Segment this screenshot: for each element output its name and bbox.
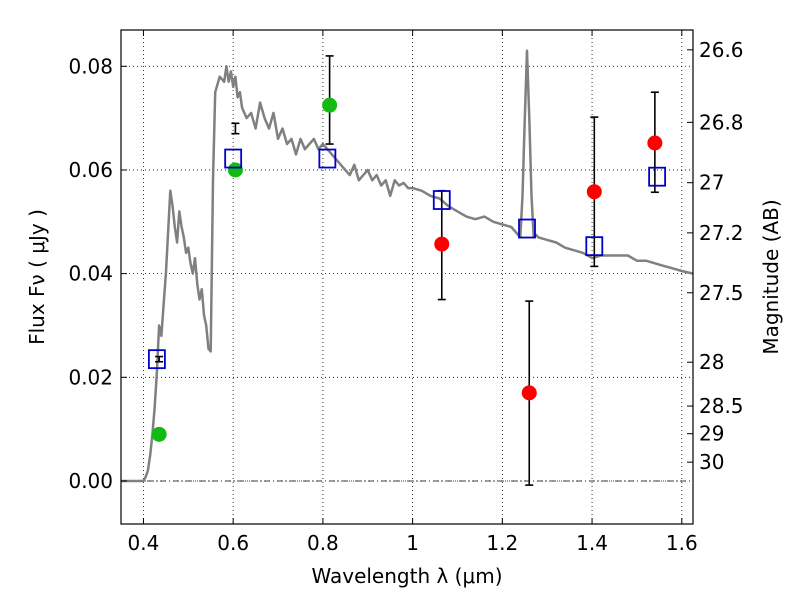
- x-tick-label: 1: [406, 531, 419, 555]
- x-axis-title: Wavelength λ (μm): [311, 564, 502, 588]
- plot-frame: [120, 29, 694, 525]
- y2-tick-label: 26.8: [699, 110, 744, 134]
- model-flux-square: [432, 190, 451, 210]
- y-tick-label: 0.08: [68, 54, 113, 78]
- y-axis-title: Flux Fν ( μJy ): [25, 209, 49, 345]
- y-tick-label: 0.02: [68, 365, 113, 389]
- y2-tick-label: 28: [699, 350, 724, 374]
- model-flux-square: [585, 236, 604, 257]
- x-tick-label: 0.8: [307, 531, 339, 555]
- y2-axis-title: Magnitude (AB): [759, 199, 783, 354]
- x-tick-label: 0.6: [217, 531, 249, 555]
- x-tick-label: 1.6: [666, 531, 698, 555]
- y2-tick-label: 27.2: [699, 221, 744, 245]
- y2-tick-label: 29: [699, 422, 724, 446]
- y2-tick-label: 26.6: [699, 38, 744, 62]
- model-flux-square: [147, 349, 166, 370]
- data-point: [647, 135, 663, 151]
- y-tick-label: 0.04: [68, 262, 113, 286]
- tick-layer: 0.4 0.6 0.8 1 1.2 1.4 1.6 0.00 0.02 0.04 0.06 0.08 2…: [68, 30, 744, 555]
- marker-layer: [147, 55, 667, 486]
- data-point: [322, 97, 338, 113]
- spectrum-layer: [121, 49, 694, 483]
- y-tick-label: 0.06: [68, 158, 113, 182]
- model-flux-square: [648, 166, 667, 187]
- data-point: [227, 162, 243, 178]
- y2-tick-label: 28.5: [699, 394, 744, 418]
- data-point: [151, 426, 167, 442]
- y2-tick-label: 27: [699, 171, 724, 195]
- x-tick-label: 1.4: [576, 531, 608, 555]
- data-point: [521, 385, 537, 401]
- model-flux-square: [518, 218, 536, 239]
- x-tick-label: 0.4: [128, 531, 160, 555]
- y-tick-label: 0.00: [68, 469, 113, 493]
- data-point: [586, 184, 602, 200]
- x-tick-label: 1.2: [486, 531, 518, 555]
- model-flux-square: [224, 148, 243, 169]
- model-spectrum-line: [121, 49, 694, 483]
- y2-tick-label: 27.5: [699, 281, 744, 305]
- grid-layer: [121, 30, 693, 524]
- model-flux-square: [318, 148, 337, 169]
- y2-tick-label: 30: [699, 450, 724, 474]
- data-point: [434, 236, 450, 252]
